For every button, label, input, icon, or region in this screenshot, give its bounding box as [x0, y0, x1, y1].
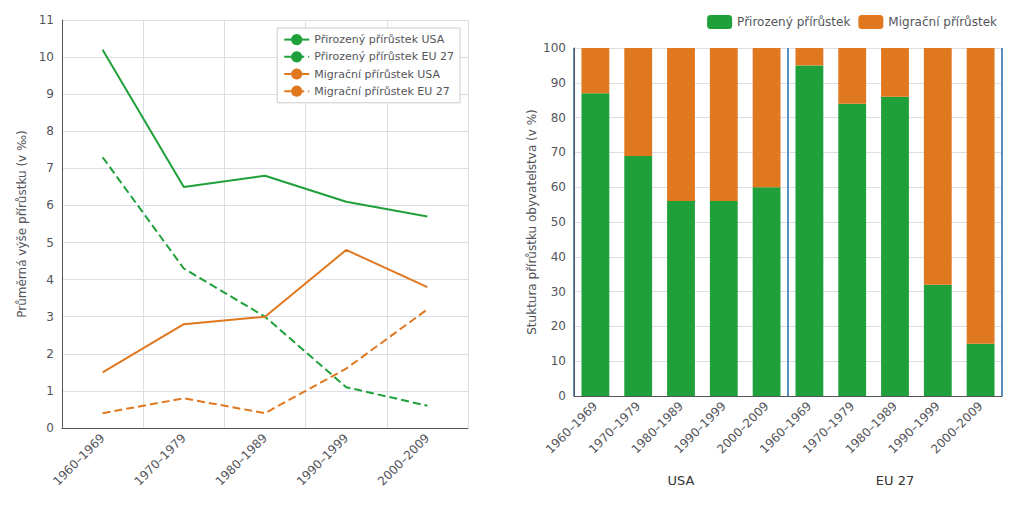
svg-text:10: 10: [39, 50, 54, 64]
svg-text:1980–1989: 1980–1989: [628, 399, 686, 457]
svg-text:8: 8: [46, 124, 54, 138]
svg-text:1990–1999: 1990–1999: [885, 399, 943, 457]
svg-text:4: 4: [46, 273, 54, 287]
svg-text:20: 20: [551, 319, 566, 333]
svg-text:0: 0: [46, 421, 54, 435]
svg-text:1970–1979: 1970–1979: [585, 399, 644, 457]
svg-text:7: 7: [46, 161, 54, 175]
svg-text:USA: USA: [668, 473, 695, 488]
svg-text:30: 30: [551, 285, 566, 299]
svg-text:11: 11: [39, 13, 54, 27]
svg-text:2000–2009: 2000–2009: [375, 431, 432, 488]
svg-text:1: 1: [46, 384, 54, 398]
svg-text:1960–1969: 1960–1969: [543, 399, 601, 457]
svg-text:Přirozený přírůstek: Přirozený přírůstek: [737, 15, 850, 29]
svg-text:1980–1989: 1980–1989: [213, 431, 270, 488]
svg-text:Stuktura přírůstku obyvatelstv: Stuktura přírůstku obyvatelstva (v %): [525, 109, 539, 335]
svg-text:1970–1979: 1970–1979: [799, 399, 858, 457]
svg-text:0: 0: [558, 389, 566, 403]
svg-text:1990–1999: 1990–1999: [671, 399, 729, 457]
svg-text:2: 2: [46, 347, 54, 361]
svg-text:40: 40: [551, 250, 566, 264]
svg-text:80: 80: [551, 111, 566, 125]
svg-text:9: 9: [46, 87, 54, 101]
svg-text:70: 70: [551, 145, 566, 159]
svg-text:Přirozený přírůstek USA: Přirozený přírůstek USA: [314, 33, 445, 46]
svg-text:10: 10: [551, 354, 566, 368]
svg-text:Migrační přírůstek EU 27: Migrační přírůstek EU 27: [314, 85, 450, 98]
svg-text:1980–1989: 1980–1989: [842, 399, 900, 457]
svg-text:100: 100: [543, 41, 566, 55]
svg-text:5: 5: [46, 236, 54, 250]
svg-text:Průměrná výše přírůstku (v ‰): Průměrná výše přírůstku (v ‰): [15, 130, 29, 318]
svg-text:2000–2009: 2000–2009: [928, 399, 985, 456]
svg-text:1990–1999: 1990–1999: [294, 431, 351, 488]
svg-text:Migrační přírůstek USA: Migrační přírůstek USA: [314, 68, 440, 81]
svg-text:50: 50: [551, 215, 566, 229]
svg-text:2000–2009: 2000–2009: [714, 399, 772, 457]
svg-text:EU 27: EU 27: [876, 473, 914, 488]
svg-text:1960–1969: 1960–1969: [757, 399, 815, 457]
svg-text:6: 6: [46, 198, 54, 212]
svg-text:3: 3: [46, 310, 54, 324]
svg-text:90: 90: [551, 76, 566, 90]
svg-text:1970–1979: 1970–1979: [131, 431, 188, 488]
svg-text:Migrační přírůstek: Migrační přírůstek: [888, 15, 997, 29]
svg-text:Přirozený přírůstek EU 27: Přirozený přírůstek EU 27: [314, 50, 454, 63]
svg-text:60: 60: [551, 180, 566, 194]
svg-text:1960–1969: 1960–1969: [50, 431, 107, 488]
